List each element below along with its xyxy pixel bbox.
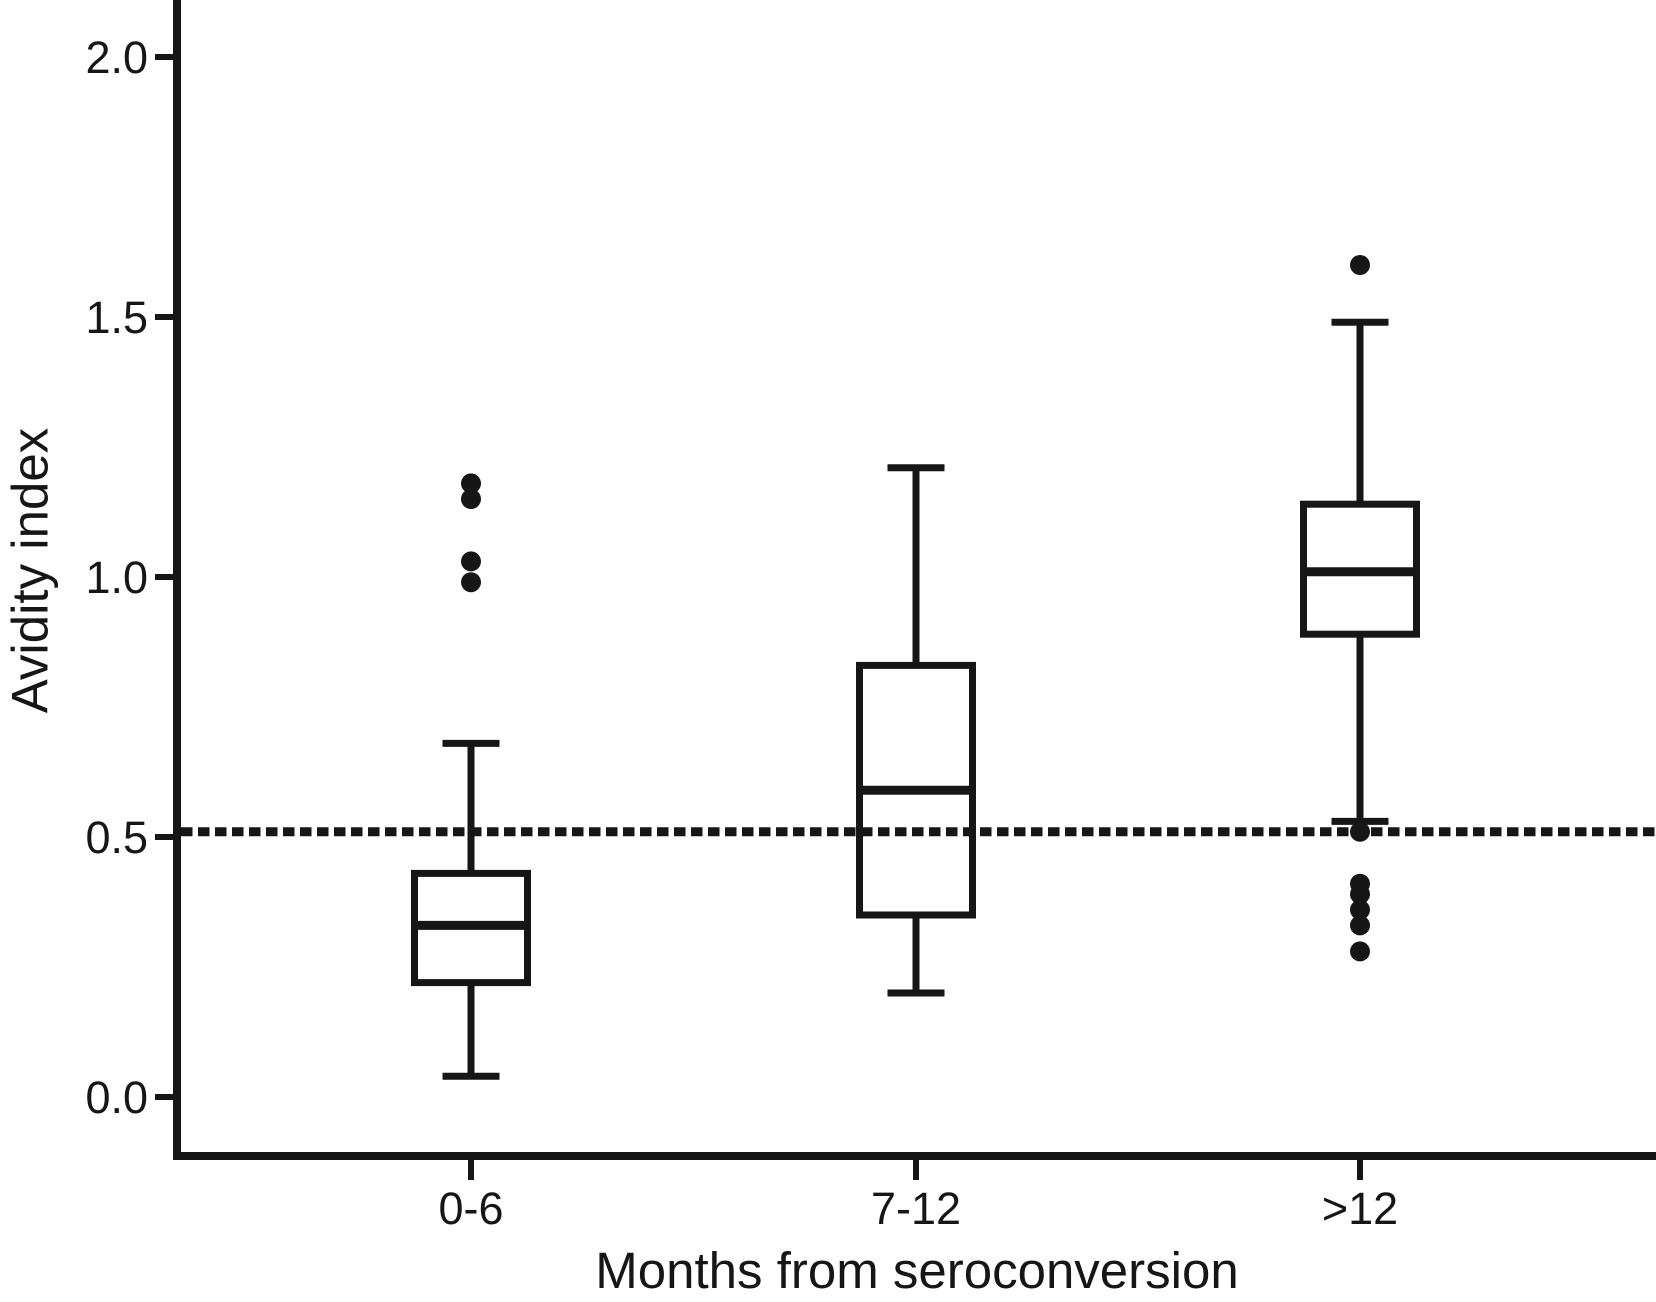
outlier-dot xyxy=(1350,941,1370,962)
y-tick-label-0.5: 0.5 xyxy=(85,812,148,863)
x-tick-label-gt12: >12 xyxy=(1321,1183,1399,1234)
outlier-dot xyxy=(1350,821,1370,842)
outlier-dot xyxy=(1350,899,1370,920)
y-tick-label-0.0: 0.0 xyxy=(85,1072,148,1123)
x-tick-label-0-6: 0-6 xyxy=(438,1183,504,1234)
outlier-dot xyxy=(461,473,481,494)
outlier-dot xyxy=(1350,884,1370,905)
y-tick-label-2.0: 2.0 xyxy=(85,32,148,83)
y-tick-label-1.0: 1.0 xyxy=(85,552,148,603)
outlier-dot xyxy=(461,489,481,509)
outlier-dot xyxy=(1350,915,1370,936)
x-axis-title: Months from seroconversion xyxy=(595,1242,1239,1299)
x-tick-label-7-12: 7-12 xyxy=(870,1183,962,1234)
y-axis-title: Avidity index xyxy=(1,427,59,714)
outlier-dot xyxy=(1350,255,1370,275)
outlier-dot xyxy=(461,551,481,572)
y-tick-label-1.5: 1.5 xyxy=(85,292,148,343)
outlier-dot xyxy=(461,572,481,593)
